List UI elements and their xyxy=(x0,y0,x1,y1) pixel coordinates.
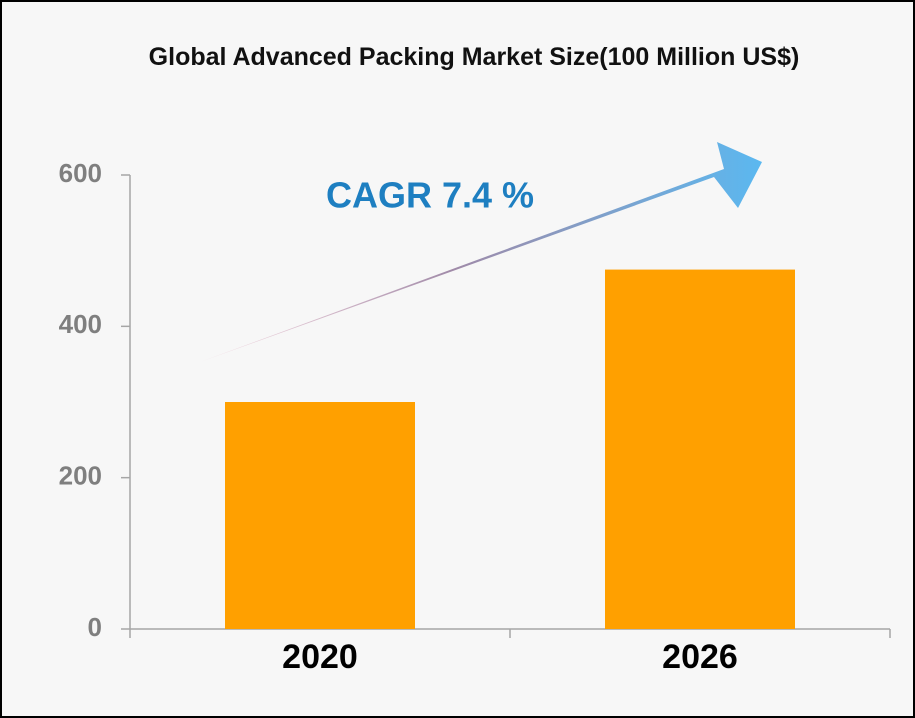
bar xyxy=(605,269,795,629)
chart-title: Global Advanced Packing Market Size(100 … xyxy=(148,43,800,71)
y-tick-label: 600 xyxy=(59,158,102,188)
bar xyxy=(225,402,415,629)
x-tick-label: 2026 xyxy=(662,638,738,676)
y-tick-label: 400 xyxy=(59,309,102,339)
y-tick-label: 200 xyxy=(59,461,102,491)
cagr-annotation: CAGR 7.4 % xyxy=(326,175,534,216)
y-tick-label: 0 xyxy=(88,612,102,642)
x-tick-label: 2020 xyxy=(282,638,358,676)
